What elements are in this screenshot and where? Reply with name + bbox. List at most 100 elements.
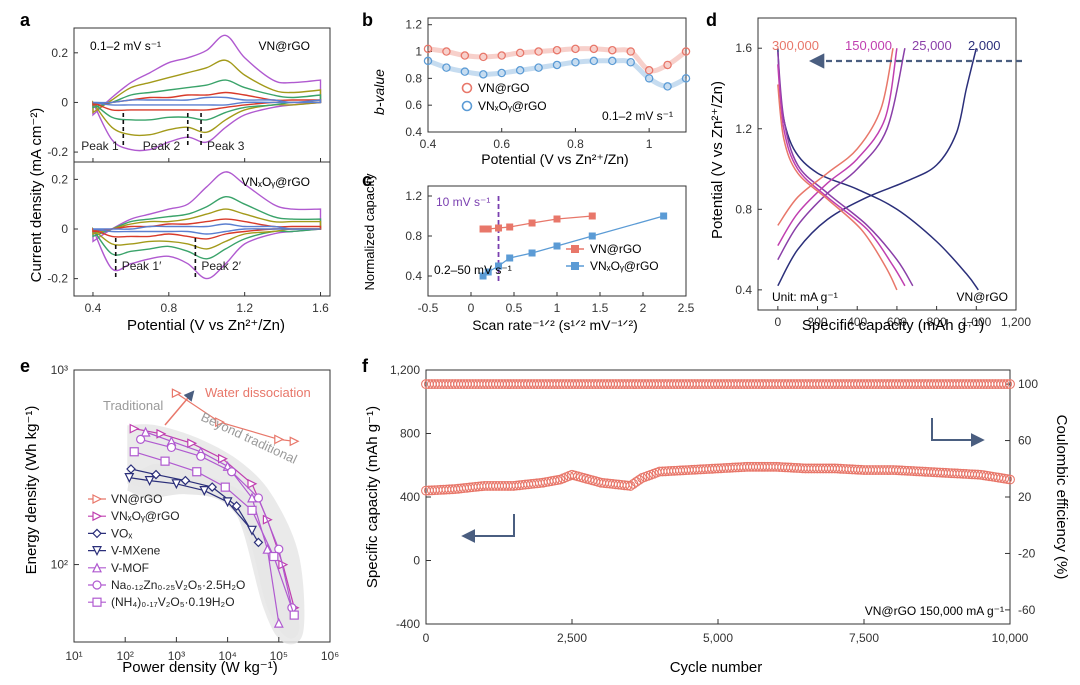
c-point-1-1 — [484, 268, 492, 276]
panel-a-top-peak-label-1: Peak 2 — [143, 139, 181, 153]
panel-letter-a: a — [20, 10, 31, 30]
d-charge-curve-1 — [777, 48, 906, 261]
b-legend: VN@rGO VNₓOᵧ@rGO — [461, 81, 547, 113]
d-charge-curve-2 — [777, 48, 898, 246]
c-point-0-2 — [495, 224, 503, 232]
b-point-1-14 — [681, 74, 691, 83]
f-xtick-label-1: 2,500 — [557, 631, 587, 645]
c-point-1-0 — [479, 272, 487, 280]
b-point-1-6 — [534, 63, 543, 72]
c-xtick-label-6: 2.5 — [678, 301, 695, 315]
b-legend-marker-vn — [461, 82, 473, 94]
b-ytick-label-1: 0.6 — [405, 98, 422, 112]
d-frame — [757, 17, 1017, 311]
e-legend-marker-0 — [92, 494, 103, 504]
c-xtick-label-0: -0.5 — [418, 301, 439, 315]
f-y2tick-label-3: 60 — [1018, 434, 1032, 448]
e-xtick-label-4: 10⁵ — [270, 649, 288, 663]
e-point-1-0 — [129, 423, 140, 434]
c-point-1-7 — [660, 212, 668, 220]
d-xlabel: Specific capacity (mAh g⁻¹) — [802, 317, 984, 334]
e-point-6-1 — [160, 456, 170, 466]
d-xtick-label-0: 0 — [775, 315, 782, 329]
c-xtick-label-4: 1.5 — [592, 301, 609, 315]
d-xtick-label-5: 1,000 — [961, 315, 991, 329]
panel-a-top-peak-label-2: Peak 3 — [207, 139, 245, 153]
a-bottom-title: VNₓOᵧ@rGO — [241, 175, 310, 189]
c-legend-label-vn: VN@rGO — [590, 242, 642, 256]
panel-a-top-ytick-label-2: 0.2 — [51, 46, 68, 60]
b-point-0-3 — [479, 52, 488, 62]
b-ytick-label-0: 0.4 — [405, 125, 422, 139]
b-xtick-label-3: 1 — [646, 137, 653, 151]
panel-b-chart: 0.4 0.6 0.8 1 0.4 0.6 0.8 1 1.2 — [405, 17, 691, 151]
f-ylabel: Specific capacity (mAh g⁻¹) — [364, 406, 381, 588]
f-capacity-point-69 — [622, 480, 633, 491]
e-xtick-label-2: 10³ — [168, 649, 185, 663]
b-point-1-5 — [515, 66, 525, 75]
e-point-1-2 — [187, 438, 198, 449]
e-legend-marker-1 — [92, 511, 103, 522]
b-legend-label-vnox: VNₓOᵧ@rGO — [478, 99, 547, 113]
e-frame — [73, 369, 331, 643]
c-point-0-3 — [506, 223, 514, 231]
b-point-0-6 — [534, 47, 543, 56]
e-point-3-2 — [171, 479, 182, 490]
e-xtick-label-0: 10¹ — [65, 649, 82, 663]
e-legend: VN@rGO VNₓOᵧ@rGO VOₓ V-MXene V-MOF Na₀.₁₂Zn₀.… — [88, 492, 245, 609]
e-ytick-label-1: 10³ — [51, 363, 68, 377]
c-point-0-0 — [479, 225, 487, 233]
b-band-1 — [427, 58, 688, 89]
panel-a-bot-peak-label-0: Peak 1′ — [122, 259, 162, 273]
e-line-2 — [130, 468, 259, 543]
e-point-4-0 — [140, 426, 151, 437]
e-point-5-5 — [274, 544, 284, 554]
c-xtick-label-1: 0 — [468, 301, 475, 315]
d-xtick-label-1: 200 — [808, 315, 828, 329]
c-point-0-5 — [553, 215, 561, 223]
d-discharge-curve-2 — [777, 64, 906, 287]
b-legend-label-vn: VN@rGO — [478, 81, 530, 95]
panel-a-bot-peak-label-1: Peak 2′ — [201, 259, 241, 273]
c-point-1-4 — [528, 249, 536, 257]
e-legend-label-1: VNₓOᵧ@rGO — [111, 509, 180, 523]
e-point-6-0 — [129, 447, 139, 457]
e-point-2-2 — [180, 475, 191, 486]
b-point-1-10 — [608, 56, 617, 66]
d-annotation-sample: VN@rGO — [956, 290, 1008, 304]
panel-e-chart: 10¹ 10² 10³ 10⁴ 10⁵ 10⁶ 10² 10³ — [51, 363, 340, 663]
panel-a-bottom-chart: -0.2 0 0.2 0.4 0.8 1.2 1.6 Peak 1′ Peak 2′ — [47, 161, 331, 315]
c-annotation-10mv: 10 mV s⁻¹ — [436, 195, 490, 209]
f-capacity-point-200 — [1005, 474, 1015, 485]
e-point-6-2 — [192, 467, 202, 477]
b-point-1-4 — [497, 68, 506, 78]
d-annotation-unit: Unit: mA g⁻¹ — [772, 290, 838, 304]
e-line-0 — [176, 392, 295, 442]
e-legend-marker-3 — [92, 546, 102, 556]
e-point-3-1 — [144, 476, 155, 486]
e-legend-marker-5 — [92, 580, 102, 590]
b-point-1-2 — [460, 67, 470, 76]
d-discharge-curve-3 — [777, 84, 898, 291]
c-point-0-1 — [484, 225, 492, 233]
e-xtick-label-1: 10² — [117, 649, 134, 663]
panel-a-bot-xtick-label-0: 0.4 — [85, 301, 102, 315]
e-xtick-label-3: 10⁴ — [218, 649, 237, 663]
e-point-6-6 — [289, 610, 299, 620]
d-xtick-label-2: 400 — [847, 315, 867, 329]
c-ytick-label-1: 0.8 — [405, 229, 422, 243]
c-ytick-label-2: 1.2 — [405, 189, 422, 203]
e-point-3-0 — [124, 473, 135, 483]
f-ytick-label-4: 1,200 — [390, 363, 420, 377]
b-point-1-8 — [571, 58, 580, 67]
c-point-1-2 — [495, 262, 503, 270]
b-point-0-12 — [644, 66, 654, 75]
e-point-5-3 — [227, 467, 237, 477]
e-point-6-3 — [220, 482, 230, 492]
b-point-1-3 — [479, 70, 488, 79]
panel-d-chart: 0 200 400 600 800 1,000 1,200 0.4 0.8 1.2 1.6 — [735, 17, 1031, 329]
b-point-1-11 — [626, 58, 635, 67]
e-point-1-3 — [218, 453, 228, 464]
e-point-5-4 — [253, 493, 264, 503]
panel-a-bot-ytick-label-1: 0 — [61, 222, 68, 236]
